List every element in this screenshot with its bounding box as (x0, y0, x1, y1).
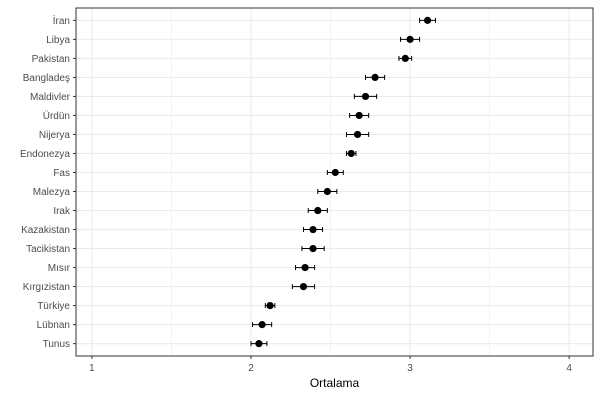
data-point (299, 282, 308, 291)
data-point (258, 321, 266, 329)
data-point (401, 54, 409, 62)
data-point (347, 149, 355, 158)
data-point (355, 111, 363, 120)
minor-gridlines (171, 8, 490, 356)
data-point (353, 130, 362, 139)
y-tick-label: Nijerya (39, 130, 71, 141)
x-axis-title: Ortalama (310, 376, 360, 390)
y-axis-ticks: İran Libya Pakistan Bangladeş Maldivler Ürdün… (20, 14, 76, 350)
x-tick-label: 2 (248, 363, 254, 374)
y-tick-label: Malezya (33, 187, 71, 198)
data-point (309, 244, 317, 253)
y-tick-label: Fas (53, 168, 70, 179)
y-tick-label: Tunus (43, 339, 70, 350)
y-tick-label: Ürdün (43, 110, 70, 122)
data-points (255, 16, 432, 348)
y-tick-label: Bangladeş (23, 73, 70, 84)
y-tick-label: Tacikistan (26, 244, 70, 255)
y-tick-label: Lübnan (37, 320, 70, 331)
y-tick-label: Pakistan (32, 54, 70, 65)
data-point (406, 35, 414, 43)
y-tick-label: Türkiye (37, 301, 70, 312)
x-tick-label: 4 (566, 363, 572, 374)
y-tick-label: Endonezya (20, 149, 70, 160)
data-point (323, 187, 331, 196)
y-tick-label: Mısır (48, 263, 71, 274)
y-tick-label: Irak (53, 206, 71, 217)
y-tick-label: Kırgızistan (23, 282, 70, 293)
panel-border (75, 7, 594, 357)
x-axis-ticks: 1 2 3 4 (89, 356, 572, 374)
y-tick-label: İran (53, 14, 70, 27)
major-gridlines (76, 8, 593, 356)
data-point (266, 302, 274, 310)
data-point (331, 168, 339, 177)
data-point (301, 263, 309, 272)
x-tick-label: 1 (89, 363, 95, 374)
x-tick-label: 3 (407, 363, 413, 374)
data-point (361, 92, 370, 101)
data-point (309, 225, 317, 234)
data-point (371, 73, 379, 82)
data-point (255, 340, 263, 348)
y-tick-label: Maldivler (30, 92, 71, 103)
y-tick-label: Libya (46, 35, 70, 46)
y-tick-label: Kazakistan (21, 225, 70, 236)
data-point (423, 16, 432, 24)
data-point (314, 206, 322, 215)
